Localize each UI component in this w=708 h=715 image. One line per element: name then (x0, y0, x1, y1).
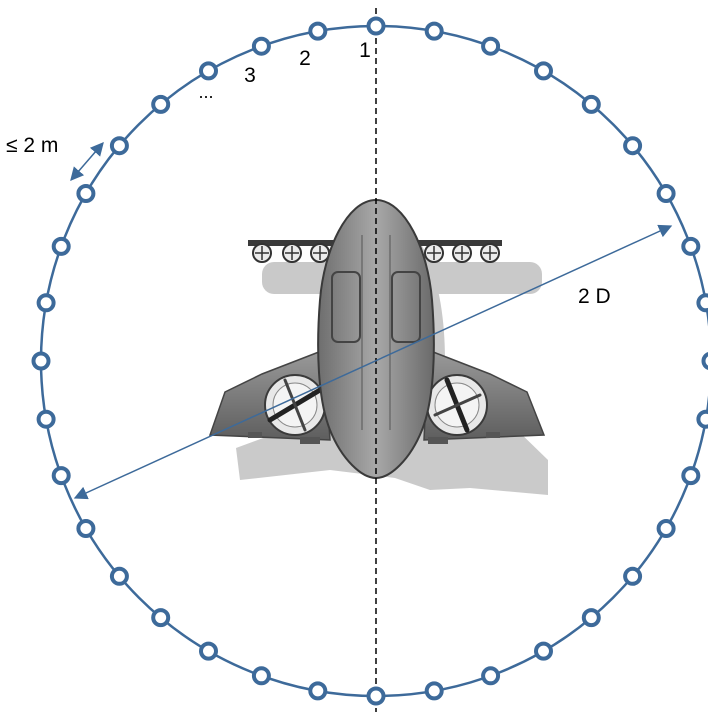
ellipsis-label: ... (198, 82, 213, 102)
microphone-17 (251, 666, 271, 686)
microphone-23 (581, 608, 601, 628)
mic-label-1: 1 (359, 39, 371, 62)
microphone-28 (701, 351, 708, 371)
microphone-2 (308, 21, 328, 41)
microphone-25 (656, 519, 676, 538)
canard-rotor-1 (252, 243, 272, 263)
microphone-3 (251, 36, 271, 56)
diameter-arrow (73, 224, 673, 500)
microphone-12 (51, 466, 71, 486)
diameter-label: 2 D (578, 285, 611, 308)
microphone-10 (31, 351, 51, 371)
microphone-18 (308, 681, 328, 701)
microphone-24 (623, 566, 643, 586)
microphone-22 (534, 641, 553, 661)
microphone-34 (534, 61, 553, 81)
microphone-16 (199, 641, 218, 661)
microphone-31 (656, 184, 676, 203)
canard-rotor-6 (480, 243, 500, 263)
spacing-label: ≤ 2 m (6, 134, 58, 157)
canard-rotor-2 (282, 243, 302, 263)
microphone-29 (696, 293, 708, 313)
microphone-35 (481, 36, 501, 56)
microphone-27 (696, 409, 708, 429)
microphone-13 (76, 519, 96, 538)
ducted-fan-right (426, 374, 488, 436)
canard-rotor-4 (424, 243, 444, 263)
mic-label-3: 3 (244, 64, 256, 87)
microphone-11 (36, 409, 56, 429)
microphone-14 (109, 566, 129, 586)
canard-rotor-5 (452, 243, 472, 263)
microphone-7 (76, 184, 96, 203)
microphone-26 (681, 466, 701, 486)
microphone-15 (151, 608, 171, 628)
microphone-1 (366, 16, 386, 36)
mic-label-2: 2 (299, 47, 311, 70)
microphone-19 (366, 686, 386, 706)
microphone-20 (424, 681, 444, 701)
microphone-6 (109, 136, 129, 156)
spacing-arrow (70, 141, 104, 182)
microphone-36 (424, 21, 444, 41)
microphone-4 (199, 61, 218, 81)
microphone-21 (481, 666, 501, 686)
microphone-5 (151, 94, 171, 114)
microphone-8 (51, 236, 71, 256)
microphone-33 (581, 94, 601, 114)
microphone-30 (681, 236, 701, 256)
microphone-9 (36, 293, 56, 313)
microphone-positions (31, 16, 708, 706)
microphone-32 (623, 136, 643, 156)
ducted-fan-left (264, 374, 326, 436)
